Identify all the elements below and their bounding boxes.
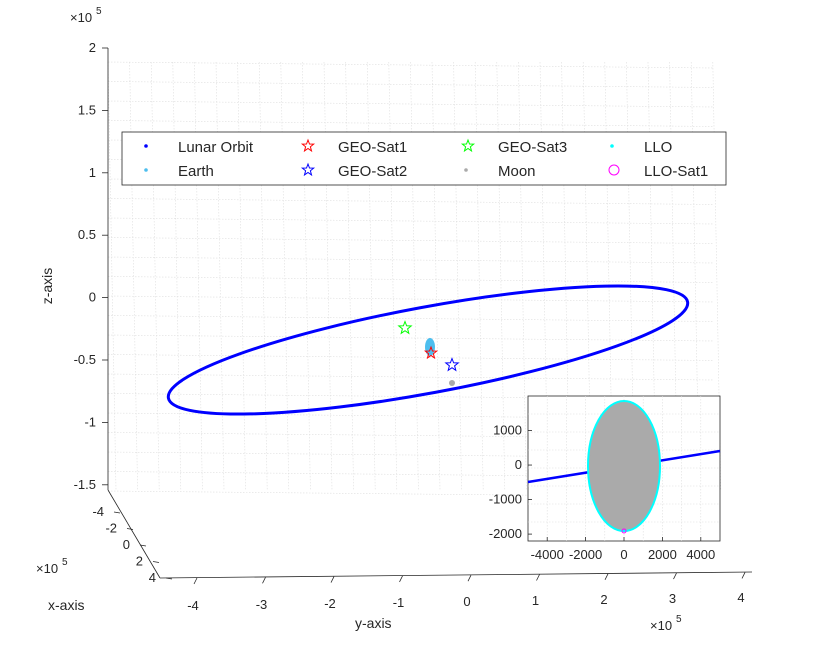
legend-dot-icon	[144, 144, 148, 148]
legend-item-earth: Earth	[144, 163, 214, 180]
z-exponent-power: 5	[96, 6, 102, 17]
x-ticks: -4-2 024	[92, 504, 173, 585]
inset-x-tick-label: 0	[620, 547, 627, 562]
inset-x-tick-label: 2000	[648, 547, 677, 562]
z-tick-label: 2	[89, 40, 96, 55]
z-tick-label: 1	[89, 165, 96, 180]
y-exponent-power: 5	[676, 614, 682, 625]
x-axis-label: x-axis	[48, 597, 85, 613]
x-tick-label: 4	[149, 570, 156, 585]
x-tick-label: -4	[92, 504, 104, 519]
legend-label: Lunar Orbit	[178, 139, 254, 156]
legend-label: Moon	[498, 163, 536, 180]
legend-label: Earth	[178, 163, 214, 180]
legend-item-moon: Moon	[464, 163, 536, 180]
z-tick-label: 0.5	[78, 227, 96, 242]
moon-marker	[449, 380, 455, 386]
inset-y-ticks: 1000 0 -1000 -2000	[489, 423, 532, 541]
geo-sat3-marker	[397, 320, 413, 335]
legend: Lunar Orbit Earth GEO-Sat1 GEO-Sat2 GEO-Sat3…	[121, 131, 727, 186]
inset-x-tick-label: -4000	[531, 547, 564, 562]
legend-circle-icon	[608, 164, 620, 176]
lunar-orbit	[166, 284, 690, 416]
inset-x-tick-label: -2000	[569, 547, 602, 562]
y-tick-label: 4	[737, 590, 744, 605]
inset-llo-sat1	[621, 528, 627, 534]
y-tick-label: 1	[532, 593, 539, 608]
legend-dot-icon	[464, 168, 468, 172]
inset-y-tick-label: 1000	[493, 423, 522, 438]
x-axis-line	[107, 489, 161, 579]
z-tick-label: 0	[89, 290, 96, 305]
y-exponent: ×10	[650, 618, 672, 633]
legend-label: GEO-Sat2	[338, 163, 407, 180]
legend-label: GEO-Sat1	[338, 139, 407, 156]
y-axis-label: y-axis	[355, 615, 392, 631]
z-tick-label: -1.5	[74, 477, 96, 492]
z-exponent: ×10	[70, 10, 92, 25]
legend-item-lunar-orbit: Lunar Orbit	[144, 139, 254, 156]
x-tick-label: -2	[105, 521, 117, 536]
inset-y-tick-label: -1000	[489, 492, 522, 507]
y-tick-label: -4	[187, 598, 199, 613]
z-ticks: 2 1.5 1 0.5 0 -0.5 -1 -1.5	[74, 40, 108, 492]
geo-sat1-marker	[423, 345, 439, 360]
inset-x-ticks: -4000 -2000 0 2000 4000	[531, 537, 715, 562]
legend-label: LLO	[644, 139, 672, 156]
legend-dot-icon	[144, 168, 148, 172]
z-tick-label: -1	[84, 414, 96, 429]
legend-item-geo-sat2: GEO-Sat2	[300, 162, 407, 180]
legend-item-llo: LLO	[610, 139, 672, 156]
inset-x-tick-label: 4000	[686, 547, 715, 562]
y-tick-label: 0	[463, 594, 470, 609]
y-tick-label: -3	[256, 597, 268, 612]
legend-label: GEO-Sat3	[498, 139, 567, 156]
legend-star-icon	[300, 138, 316, 153]
legend-star-icon	[300, 162, 316, 177]
x-exponent: ×10	[36, 561, 58, 576]
legend-item-geo-sat3: GEO-Sat3	[460, 138, 567, 156]
y-tick-label: 3	[669, 591, 676, 606]
y-tick-label: 2	[600, 592, 607, 607]
x-tick-label: 0	[123, 537, 130, 552]
z-axis-label: z-axis	[39, 268, 55, 305]
legend-item-geo-sat1: GEO-Sat1	[300, 138, 407, 156]
y-axis-line	[159, 571, 753, 579]
legend-label: LLO-Sat1	[644, 163, 708, 180]
legend-item-llo-sat1: LLO-Sat1	[608, 163, 708, 180]
y-tick-label: -2	[324, 596, 336, 611]
legend-star-icon	[460, 138, 476, 153]
z-tick-label: 1.5	[78, 102, 96, 117]
y-ticks: -4 -3 -2 -1 0 1 2 3 4	[187, 572, 746, 613]
y-tick-label: -1	[393, 595, 405, 610]
inset-y-tick-label: -2000	[489, 526, 522, 541]
z-tick-label: -0.5	[74, 352, 96, 367]
legend-dot-icon	[610, 144, 614, 148]
x-exponent-power: 5	[62, 557, 68, 568]
x-tick-label: 2	[136, 554, 143, 569]
inset-axes: -4000 -2000 0 2000 4000 1000 0 -1000 -2000	[489, 395, 721, 562]
geo-sat2-marker	[444, 357, 460, 372]
inset-y-tick-label: 0	[515, 457, 522, 472]
inset-moon	[590, 404, 658, 528]
